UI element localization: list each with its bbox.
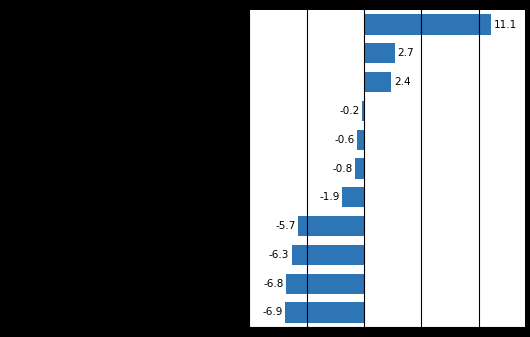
Bar [342,187,364,207]
Bar [364,14,491,35]
Bar [364,43,395,63]
Text: -5.7: -5.7 [276,221,296,231]
Bar [355,158,364,179]
Bar [292,245,364,265]
Bar [285,302,364,323]
Bar [361,101,364,121]
Text: -0.8: -0.8 [332,163,352,174]
Bar [298,216,364,236]
Text: 2.4: 2.4 [394,77,410,87]
Text: -6.8: -6.8 [263,279,284,289]
Text: -0.2: -0.2 [339,106,359,116]
Text: -6.9: -6.9 [262,307,282,317]
Text: 2.7: 2.7 [398,48,414,58]
Text: -6.3: -6.3 [269,250,289,260]
Text: -0.6: -0.6 [334,135,355,145]
Text: 11.1: 11.1 [494,20,517,30]
Bar [364,72,392,92]
Bar [286,274,364,294]
Bar [357,130,364,150]
Text: -1.9: -1.9 [320,192,340,202]
